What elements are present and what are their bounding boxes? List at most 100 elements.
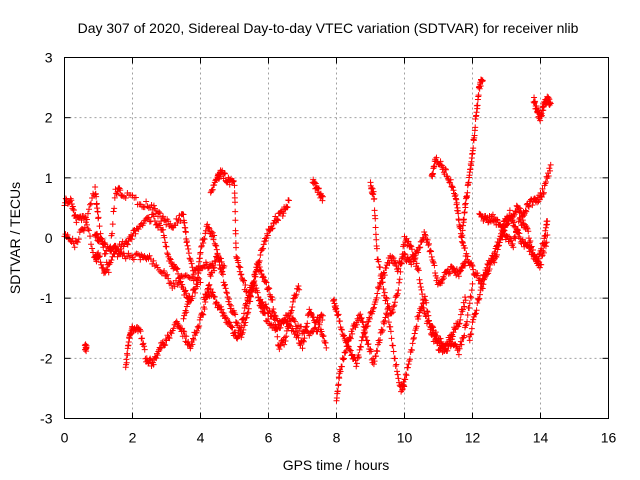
data-point (187, 258, 194, 265)
data-point (247, 287, 254, 294)
data-point (295, 283, 302, 290)
data-point (464, 318, 471, 325)
data-point (459, 239, 466, 246)
data-point (183, 290, 190, 297)
data-point (378, 271, 385, 278)
data-point (415, 249, 422, 256)
data-point (340, 356, 347, 363)
data-point (232, 329, 239, 336)
data-point (466, 337, 473, 344)
data-point (146, 252, 153, 259)
data-point (408, 246, 415, 253)
data-point (546, 165, 553, 172)
data-point (232, 208, 239, 215)
data-point (529, 202, 536, 209)
data-point (315, 185, 322, 192)
data-point (199, 311, 206, 318)
data-point (546, 96, 553, 103)
data-point (281, 341, 288, 348)
data-point (479, 77, 486, 84)
data-point (448, 183, 455, 190)
data-point (369, 185, 376, 192)
data-point (211, 232, 218, 239)
data-point (450, 329, 457, 336)
data-point (528, 243, 535, 250)
data-point (318, 328, 325, 335)
data-point (204, 285, 211, 292)
data-point (299, 345, 306, 352)
data-point (265, 284, 272, 291)
data-point (500, 228, 507, 235)
data-point (357, 315, 364, 322)
data-point (505, 220, 512, 227)
data-point (491, 248, 498, 255)
data-point (365, 341, 372, 348)
data-point (538, 193, 545, 200)
data-point (225, 318, 232, 325)
data-point (445, 341, 452, 348)
data-point (391, 257, 398, 264)
data-point (366, 315, 373, 322)
data-point (175, 270, 182, 277)
data-point (218, 306, 225, 313)
data-point (129, 232, 136, 239)
data-point (260, 273, 267, 280)
data-point (160, 213, 167, 220)
data-point (164, 271, 171, 278)
data-markers (61, 76, 554, 404)
data-point (162, 341, 169, 348)
data-point (216, 261, 223, 268)
data-point (100, 265, 107, 272)
data-point (354, 354, 361, 361)
data-point (211, 257, 218, 264)
data-point (458, 341, 465, 348)
data-point (311, 179, 318, 186)
data-point (338, 326, 345, 333)
data-point (246, 292, 253, 299)
data-point (150, 257, 157, 264)
data-point (357, 311, 364, 318)
data-point (319, 197, 326, 204)
data-point (150, 202, 157, 209)
data-point (302, 327, 309, 334)
data-point (95, 254, 102, 261)
data-point (398, 255, 405, 262)
data-point (464, 253, 471, 260)
data-point (353, 363, 360, 370)
data-point (271, 316, 278, 323)
data-point (394, 368, 401, 375)
data-point (166, 335, 173, 342)
data-point (439, 276, 446, 283)
data-point (352, 324, 359, 331)
data-point (425, 318, 432, 325)
y-tick-label: 1 (45, 170, 53, 186)
data-point (261, 309, 268, 316)
data-point (252, 273, 259, 280)
data-point (267, 293, 274, 300)
y-tick-label: -2 (40, 350, 53, 366)
data-point (530, 246, 537, 253)
data-point (277, 324, 284, 331)
data-point (185, 245, 192, 252)
data-point (234, 334, 241, 341)
data-point (262, 301, 269, 308)
data-point (471, 132, 478, 139)
data-point (263, 304, 270, 311)
data-point (477, 83, 484, 90)
data-point (123, 359, 130, 366)
y-tick-label: 0 (45, 230, 53, 246)
data-point (132, 194, 139, 201)
data-point (201, 306, 208, 313)
data-point (407, 242, 414, 249)
data-point (212, 177, 219, 184)
data-point (208, 188, 215, 195)
data-point (422, 232, 429, 239)
data-point (463, 321, 470, 328)
data-point (416, 244, 423, 251)
data-point (259, 298, 266, 305)
data-point (318, 192, 325, 199)
data-point (374, 290, 381, 297)
data-point (468, 331, 475, 338)
data-point (300, 337, 307, 344)
data-point (89, 245, 96, 252)
